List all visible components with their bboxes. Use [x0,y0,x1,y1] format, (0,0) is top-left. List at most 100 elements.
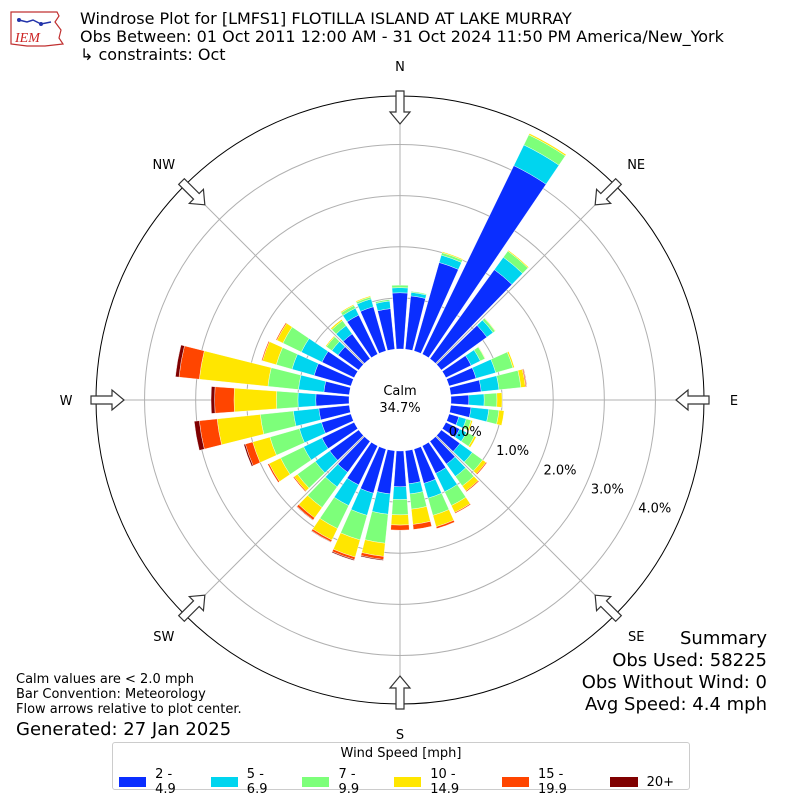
grid-spoke [435,184,616,365]
radial-tick-label: 3.0% [591,483,624,498]
legend-item: 2 - 4.9 [119,767,196,797]
direction-label: SW [153,630,174,645]
wind-bar-segment [392,486,408,500]
wind-bar-segment [441,251,464,261]
wind-bar-segment [210,386,216,414]
wind-bar-segment [331,551,355,561]
direction-arrow-icon [90,388,125,412]
summary-heading: Summary [680,628,767,649]
wind-bars [175,133,567,561]
summary-obs-used: Obs Used: 58225 [612,650,767,671]
wind-bar-segment [199,350,272,387]
wind-bar-segment [392,292,408,350]
wind-bar-segment [465,480,480,493]
grid-spoke [435,435,616,616]
wind-bar-segment [523,368,528,388]
wind-bar-segment [325,335,336,347]
wind-bar-segment [310,530,332,543]
wind-bar-segment [391,499,409,516]
wind-bar-segment [364,511,389,544]
summary-avg-speed: Avg Speed: 4.4 mph [585,694,767,715]
wind-bar-segment [267,367,302,390]
wind-bar-segment [528,133,567,157]
wind-bar-segment [496,410,505,426]
direction-label: E [730,394,738,409]
wind-bar-segment [391,287,409,294]
wind-bar-segment [260,410,297,435]
grid-spoke [184,184,365,365]
wind-bar-segment [330,319,343,330]
wind-bar-segment [450,394,470,406]
notes-block: Calm values are < 2.0 mph Bar Convention… [16,672,242,717]
direction-label: NW [153,158,176,173]
wind-bar-segment [410,291,427,296]
wind-bar-segment [496,392,503,408]
wind-bar-segment [469,407,490,423]
radial-tick-label: 0.0% [449,425,482,440]
legend-items: 2 - 4.9 5 - 6.9 7 - 9.9 10 - 14.9 15 - 1… [119,767,689,797]
wind-bar-segment [435,520,455,529]
wind-bar-segment [276,390,299,410]
title-block: Windrose Plot for [LMFS1] FLOTILLA ISLAN… [80,10,724,64]
wind-bar-segment [233,387,277,413]
legend-label: 15 - 19.9 [537,767,567,797]
wind-bar-segment [391,284,409,289]
wind-bar-segment [315,393,350,407]
logo-text: IEM [14,31,41,46]
direction-arrow-icon [388,675,412,710]
calm-label: Calm [383,384,416,399]
radial-tick-label: 4.0% [638,502,671,517]
direction-label: SE [628,630,644,645]
legend-item: 7 - 9.9 [302,767,379,797]
wind-bar-segment [484,317,496,332]
wind-bar-segment [293,408,322,427]
wind-bar-segment [355,295,371,303]
wind-bar-segment [243,443,254,467]
chart-subtitle-dates: Obs Between: 01 Oct 2011 12:00 AM - 31 O… [80,27,724,46]
iem-logo: IEM [10,11,65,47]
wind-bar-segment [496,370,522,390]
direction-label: S [396,728,404,743]
wind-bar-segment [360,555,384,561]
chart-subtitle-constraints: ↳ constraints: Oct [80,45,226,64]
calm-value: 34.7% [379,401,420,416]
legend-label: 7 - 9.9 [338,767,360,797]
legend-label: 20+ [646,774,675,790]
calm-note: Calm values are < 2.0 mph [16,672,195,687]
radial-tick-labels: 0.0% 1.0% 2.0% 3.0% 4.0% [449,425,672,517]
legend-item: 5 - 6.9 [210,767,288,797]
wind-bar-segment [478,375,500,392]
wind-bar-segment [468,435,477,448]
direction-labels: N NE E SE S SW W NW [60,60,739,743]
wind-bar-segment [467,420,473,432]
wind-bar-segment [411,506,431,525]
grid-spoke [184,435,365,616]
wind-bar-segment [393,450,407,487]
legend-swatch [394,777,422,787]
bar-convention-note: Bar Convention: Meteorology [16,687,206,702]
direction-arrow-icon [675,388,710,412]
calm-circle [349,349,451,451]
flow-arrows-note: Flow arrows relative to plot center. [16,702,242,717]
wind-bar-segment [390,514,410,526]
direction-label: NE [627,158,645,173]
legend-label: 2 - 4.9 [155,767,176,797]
wind-bar-segment [297,392,317,408]
legend-item: 15 - 19.9 [501,767,595,797]
wind-bar-segment [175,344,185,378]
wind-bar-segment [216,414,265,446]
radial-tick-label: 2.0% [543,463,576,478]
wind-bar-segment [261,340,270,362]
wind-bar-segment [214,386,235,414]
radial-tick-label: 1.0% [496,444,529,459]
wind-bar-segment [340,304,355,314]
wind-bar-segment [375,299,390,304]
generated-date: Generated: 27 Jan 2025 [16,719,232,740]
wind-bar-segment [468,393,485,407]
wind-bar-segment [296,506,314,521]
wind-bar-segment [371,491,391,515]
wind-bar-segment [275,322,287,341]
summary-obs-without-wind: Obs Without Wind: 0 [581,672,767,693]
direction-arrow-icon [594,177,623,206]
